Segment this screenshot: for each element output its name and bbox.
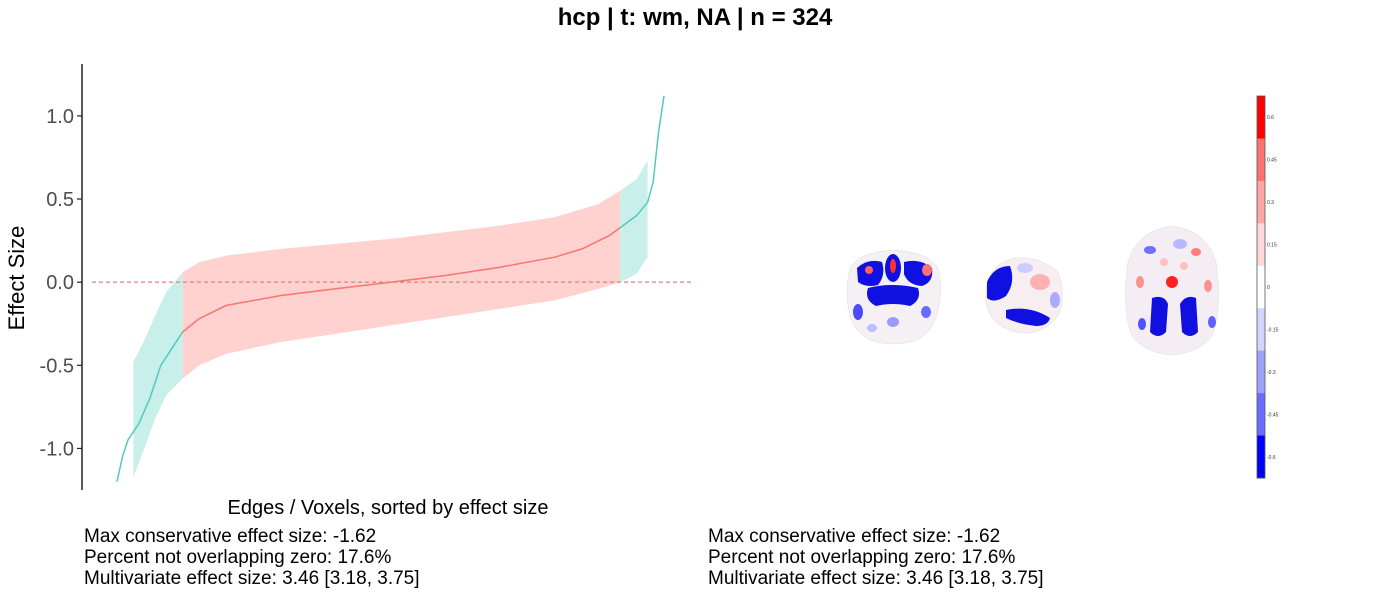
y-tick-label: 0.5: [46, 189, 74, 211]
curve-segment-middle: [182, 226, 621, 333]
band-not-overlapping-high: [620, 160, 648, 283]
colorbar-tick-label: -0.15: [1267, 327, 1279, 333]
max-conservative-effect-size: Max conservative effect size: -1.62: [84, 526, 377, 547]
colorbar-tick-label: 0.45: [1267, 158, 1277, 164]
colorbar-tick-label: 0: [1267, 285, 1270, 291]
colorbar-tick-label: -0.3: [1267, 370, 1276, 376]
confidence-bands: [133, 160, 648, 477]
multivariate-effect-size: Multivariate effect size: 3.46 [3.18, 3.…: [84, 568, 420, 589]
colorbar-frame: [1256, 95, 1266, 479]
colorbar-segment: [1257, 223, 1265, 267]
y-tick-label: -1.0: [40, 438, 74, 460]
colorbar: 0.6 0.45 0.3 0.15 0 -0.15 -0.3 -0.45 -0.6: [1256, 95, 1279, 479]
coronal-slice: [846, 249, 941, 345]
y-tick-label: -0.5: [40, 355, 74, 377]
stats-panel-left: Max conservative effect size: -1.62 Perc…: [84, 526, 420, 589]
colorbar-segment: [1257, 96, 1265, 139]
colorbar-segment: [1257, 393, 1265, 437]
colorbar-segment: [1257, 180, 1265, 224]
colorbar-tick-label: 0.3: [1267, 200, 1274, 206]
colorbar-segment: [1257, 138, 1265, 182]
multivariate-effect-size: Multivariate effect size: 3.46 [3.18, 3.…: [708, 568, 1044, 589]
percent-not-overlapping-zero: Percent not overlapping zero: 17.6%: [708, 547, 1016, 568]
colorbar-segment: [1257, 350, 1265, 394]
brain-slices: [846, 225, 1219, 356]
colorbar-segment: [1257, 308, 1265, 352]
y-tick-label: 1.0: [46, 106, 74, 128]
colorbar-tick-label: 0.6: [1267, 115, 1274, 121]
colorbar-tick-label: 0.15: [1267, 243, 1277, 249]
effect-size-curves: [116, 95, 665, 482]
stats-panel-right: Max conservative effect size: -1.62 Perc…: [708, 526, 1044, 589]
colorbar-tick-label: -0.45: [1267, 412, 1279, 418]
max-conservative-effect-size: Max conservative effect size: -1.62: [708, 526, 1001, 547]
colorbar-segment: [1257, 265, 1265, 309]
chart-title: hcp | t: wm, NA | n = 324: [557, 4, 833, 31]
x-axis-label: Edges / Voxels, sorted by effect size: [228, 497, 549, 519]
band-overlapping-zero: [182, 190, 621, 379]
percent-not-overlapping-zero: Percent not overlapping zero: 17.6%: [84, 547, 392, 568]
y-tick-label: 0.0: [46, 272, 74, 294]
curve-segment-low: [116, 331, 184, 482]
curve-segment-high: [619, 95, 665, 229]
y-axis-ticks: -1.0 -0.5 0.0 0.5 1.0: [40, 106, 82, 460]
y-axis-label: Effect Size: [4, 226, 29, 331]
sagittal-slice: [985, 257, 1063, 334]
colorbar-segment: [1257, 435, 1265, 479]
axial-slice: [1125, 225, 1219, 356]
colorbar-tick-label: -0.6: [1267, 455, 1276, 461]
effect-size-plot: -1.0 -0.5 0.0 0.5 1.0 Effect Size Edges / Vo…: [4, 64, 692, 519]
